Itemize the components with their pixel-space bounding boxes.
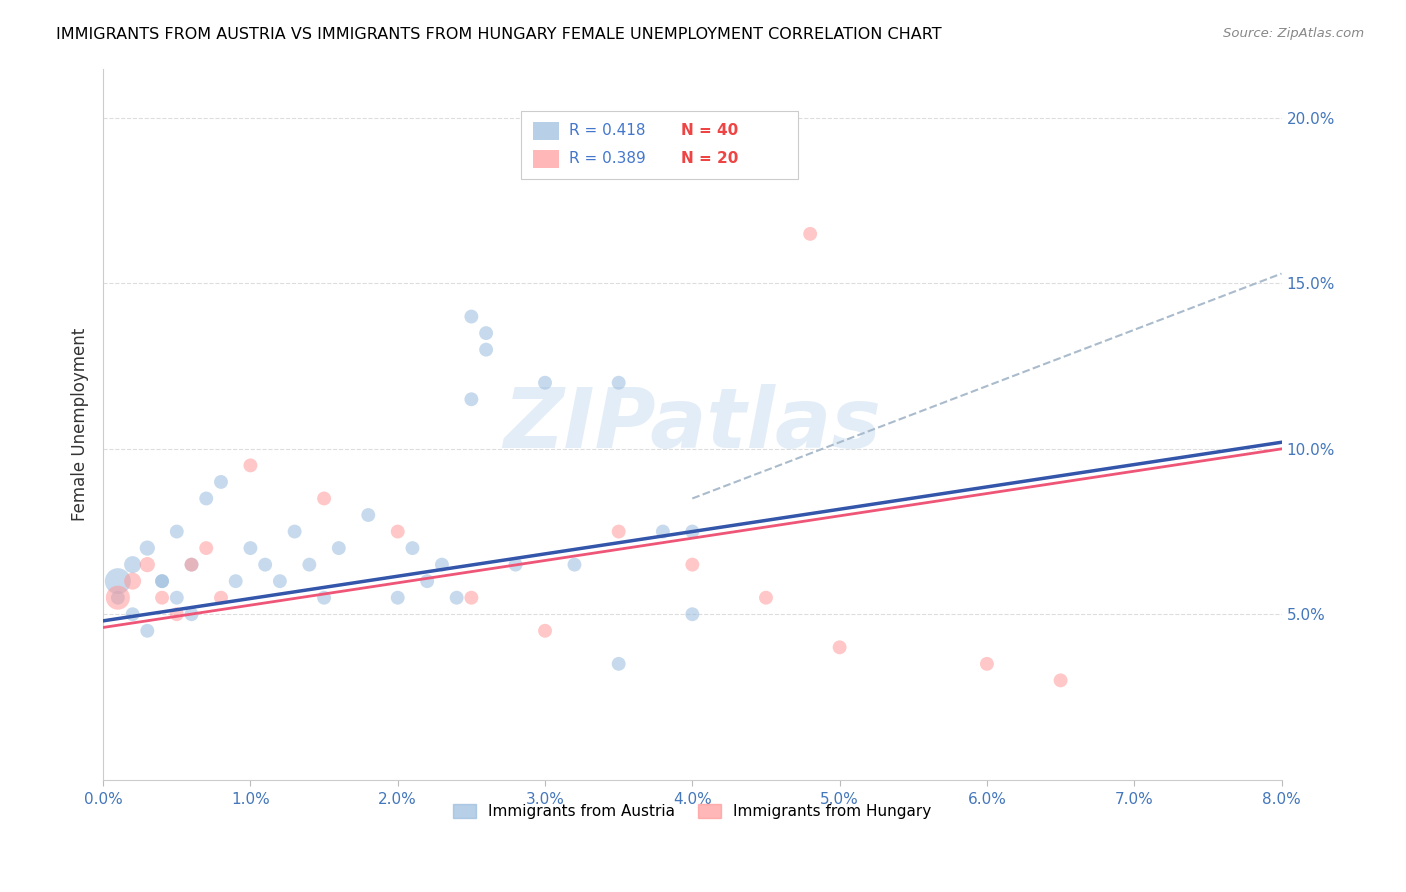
Text: R = 0.418: R = 0.418 bbox=[568, 123, 645, 138]
FancyBboxPatch shape bbox=[533, 122, 560, 140]
Point bbox=[564, 558, 586, 572]
Point bbox=[607, 657, 630, 671]
Point bbox=[1049, 673, 1071, 688]
Point bbox=[828, 640, 851, 655]
Point bbox=[180, 558, 202, 572]
Text: IMMIGRANTS FROM AUSTRIA VS IMMIGRANTS FROM HUNGARY FEMALE UNEMPLOYMENT CORRELATI: IMMIGRANTS FROM AUSTRIA VS IMMIGRANTS FR… bbox=[56, 27, 942, 42]
Point bbox=[166, 607, 188, 622]
Point bbox=[505, 558, 527, 572]
Point bbox=[312, 591, 335, 605]
Point bbox=[107, 591, 129, 605]
Point bbox=[239, 541, 262, 555]
Point bbox=[755, 591, 778, 605]
Text: N = 40: N = 40 bbox=[681, 123, 738, 138]
Point bbox=[298, 558, 321, 572]
Point bbox=[166, 524, 188, 539]
Text: Source: ZipAtlas.com: Source: ZipAtlas.com bbox=[1223, 27, 1364, 40]
Point bbox=[976, 657, 998, 671]
Point bbox=[534, 624, 557, 638]
Point bbox=[121, 558, 143, 572]
Y-axis label: Female Unemployment: Female Unemployment bbox=[72, 327, 89, 521]
Point bbox=[136, 558, 159, 572]
Point bbox=[107, 574, 129, 589]
Point bbox=[446, 591, 468, 605]
Point bbox=[121, 607, 143, 622]
Point bbox=[225, 574, 247, 589]
Point bbox=[799, 227, 821, 241]
Point bbox=[195, 541, 218, 555]
Point bbox=[312, 491, 335, 506]
Point bbox=[328, 541, 350, 555]
Point bbox=[416, 574, 439, 589]
Point bbox=[607, 376, 630, 390]
Point bbox=[651, 524, 673, 539]
Point bbox=[150, 574, 173, 589]
Point bbox=[357, 508, 380, 522]
FancyBboxPatch shape bbox=[533, 150, 560, 168]
Point bbox=[607, 524, 630, 539]
Point bbox=[460, 591, 482, 605]
Point bbox=[284, 524, 307, 539]
Point bbox=[460, 392, 482, 407]
Point bbox=[681, 607, 703, 622]
Point bbox=[387, 524, 409, 539]
Point bbox=[150, 591, 173, 605]
Point bbox=[107, 591, 129, 605]
Point bbox=[150, 574, 173, 589]
Legend: Immigrants from Austria, Immigrants from Hungary: Immigrants from Austria, Immigrants from… bbox=[447, 798, 938, 825]
Text: ZIPatlas: ZIPatlas bbox=[503, 384, 882, 465]
Point bbox=[209, 591, 232, 605]
Point bbox=[475, 343, 498, 357]
Point bbox=[239, 458, 262, 473]
Text: R = 0.389: R = 0.389 bbox=[568, 152, 645, 166]
Point bbox=[121, 574, 143, 589]
Point bbox=[269, 574, 291, 589]
Point bbox=[136, 541, 159, 555]
Point bbox=[534, 376, 557, 390]
Point bbox=[195, 491, 218, 506]
Point bbox=[401, 541, 423, 555]
Point bbox=[430, 558, 453, 572]
Point bbox=[460, 310, 482, 324]
Point bbox=[180, 607, 202, 622]
Text: N = 20: N = 20 bbox=[681, 152, 738, 166]
Point bbox=[254, 558, 277, 572]
Point bbox=[180, 558, 202, 572]
Point bbox=[136, 624, 159, 638]
FancyBboxPatch shape bbox=[522, 112, 799, 178]
Point bbox=[387, 591, 409, 605]
Point bbox=[209, 475, 232, 489]
Point bbox=[166, 591, 188, 605]
Point bbox=[681, 558, 703, 572]
Point bbox=[681, 524, 703, 539]
Point bbox=[475, 326, 498, 340]
